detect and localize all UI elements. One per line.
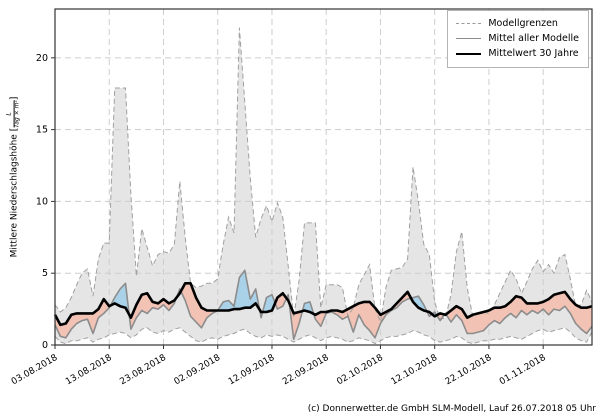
model-mean-line	[54, 269, 593, 341]
legend-label: Mittel aller Modelle	[488, 33, 579, 44]
gray-line-sample-icon	[456, 38, 482, 39]
svg-text:5: 5	[42, 268, 48, 279]
anomaly-fills	[55, 270, 592, 340]
svg-text:01.11.2018: 01.11.2018	[498, 353, 548, 388]
grid-lines	[54, 9, 592, 346]
y-axis-label: Mittlere Niederschlagshöhe [L Tag × m²]	[6, 96, 22, 258]
y-axis-label-suffix: ]	[9, 96, 20, 101]
unit-denominator: Tag × m²	[13, 100, 21, 128]
svg-text:03.08.2018: 03.08.2018	[10, 353, 60, 388]
legend-entry-mittel-aller-modelle: Mittel aller Modelle	[456, 31, 579, 46]
figure-caption: (c) Donnerwetter.de GmbH SLM-Modell, Lau…	[307, 404, 596, 414]
svg-text:22.10.2018: 22.10.2018	[444, 353, 494, 388]
model-range-band	[55, 27, 592, 344]
svg-text:02.10.2018: 02.10.2018	[335, 353, 385, 388]
mean-30y-line	[53, 281, 593, 327]
plot-frame	[54, 8, 593, 346]
svg-text:12.09.2018: 12.09.2018	[227, 353, 277, 388]
axis-ticks	[51, 57, 544, 349]
legend-entry-modellgrenzen: Modellgrenzen	[456, 16, 579, 31]
legend-entry-mittelwert-30-jahre: Mittelwert 30 Jahre	[456, 46, 579, 61]
svg-text:02.09.2018: 02.09.2018	[173, 353, 223, 388]
svg-text:23.08.2018: 23.08.2018	[118, 353, 168, 388]
svg-text:10: 10	[36, 196, 48, 207]
model-range-boundary-lines	[54, 27, 593, 345]
svg-text:20: 20	[36, 53, 48, 64]
svg-text:13.08.2018: 13.08.2018	[64, 353, 114, 388]
legend-label: Mittelwert 30 Jahre	[488, 48, 579, 59]
legend-label: Modellgrenzen	[488, 18, 558, 29]
black-line-sample-icon	[456, 52, 482, 55]
y-tick-labels: 0 5 10 15 20	[36, 53, 48, 351]
svg-text:12.10.2018: 12.10.2018	[390, 353, 440, 388]
dashed-line-sample-icon	[456, 23, 482, 24]
legend: Modellgrenzen Mittel aller Modelle Mitte…	[447, 10, 589, 68]
x-tick-labels: 03.08.2018 13.08.2018 23.08.2018 02.09.2018…	[10, 353, 548, 388]
svg-text:15: 15	[36, 125, 48, 136]
svg-text:22.09.2018: 22.09.2018	[281, 353, 331, 388]
y-axis-label-text: Mittlere Niederschlagshöhe [	[9, 127, 20, 258]
y-axis-unit-fraction: L Tag × m²	[6, 100, 22, 128]
svg-text:0: 0	[42, 340, 48, 351]
